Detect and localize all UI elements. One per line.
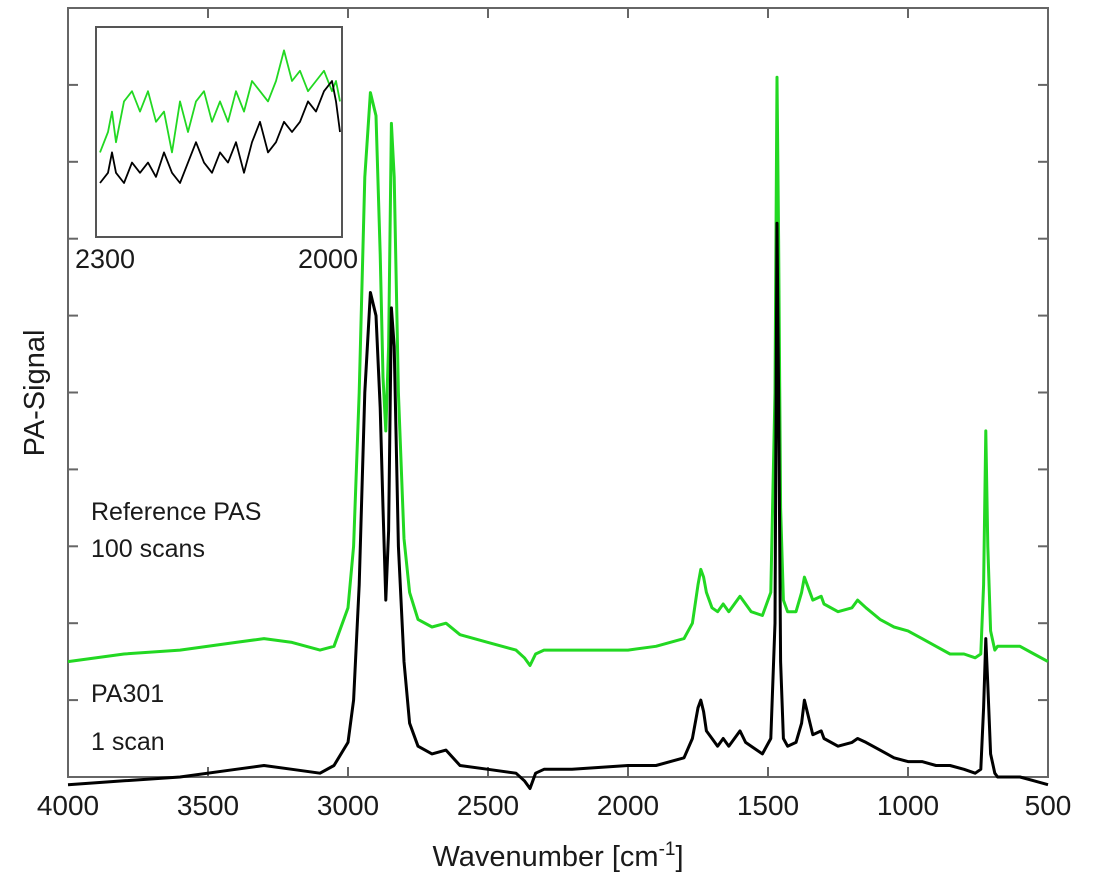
x-tick-label: 3000 xyxy=(317,790,379,821)
inset-pa301-line xyxy=(99,80,341,184)
inset-reference-line xyxy=(99,49,341,154)
x-tick-label: 1500 xyxy=(737,790,799,821)
reference-pas-line xyxy=(67,75,1049,667)
pa301-series-label-line1: PA301 xyxy=(91,680,164,708)
inset-x-tick-label-left: 2300 xyxy=(75,244,135,274)
x-tick-label: 4000 xyxy=(37,790,99,821)
x-axis-title-main: Wavenumber [cm xyxy=(432,841,658,873)
inset-frame xyxy=(95,26,343,238)
x-tick-label: 500 xyxy=(1025,790,1072,821)
x-axis-title-superscript: -1 xyxy=(659,839,676,860)
x-tick-label: 2000 xyxy=(597,790,659,821)
series-group xyxy=(67,75,1049,790)
pa301-line xyxy=(67,221,1049,790)
x-axis-ticks: 4000 3500 3000 2500 2000 1500 1000 500 xyxy=(37,8,1072,821)
inset-x-tick-label-right: 2000 xyxy=(298,244,358,274)
x-tick-label: 1000 xyxy=(877,790,939,821)
y-axis-title: PA-Signal xyxy=(19,330,51,457)
reference-series-label-line2: 100 scans xyxy=(91,535,205,563)
x-tick-label: 2500 xyxy=(457,790,519,821)
inset-series-group xyxy=(99,49,341,184)
inset-background xyxy=(96,27,342,237)
x-axis-title: Wavenumber [cm-1] xyxy=(432,839,683,873)
x-axis-title-suffix: ] xyxy=(676,841,684,873)
pa301-series-label-line2: 1 scan xyxy=(91,728,165,756)
x-tick-label: 3500 xyxy=(177,790,239,821)
y-axis-ticks xyxy=(68,83,1048,702)
reference-series-label-line1: Reference PAS xyxy=(91,498,261,526)
